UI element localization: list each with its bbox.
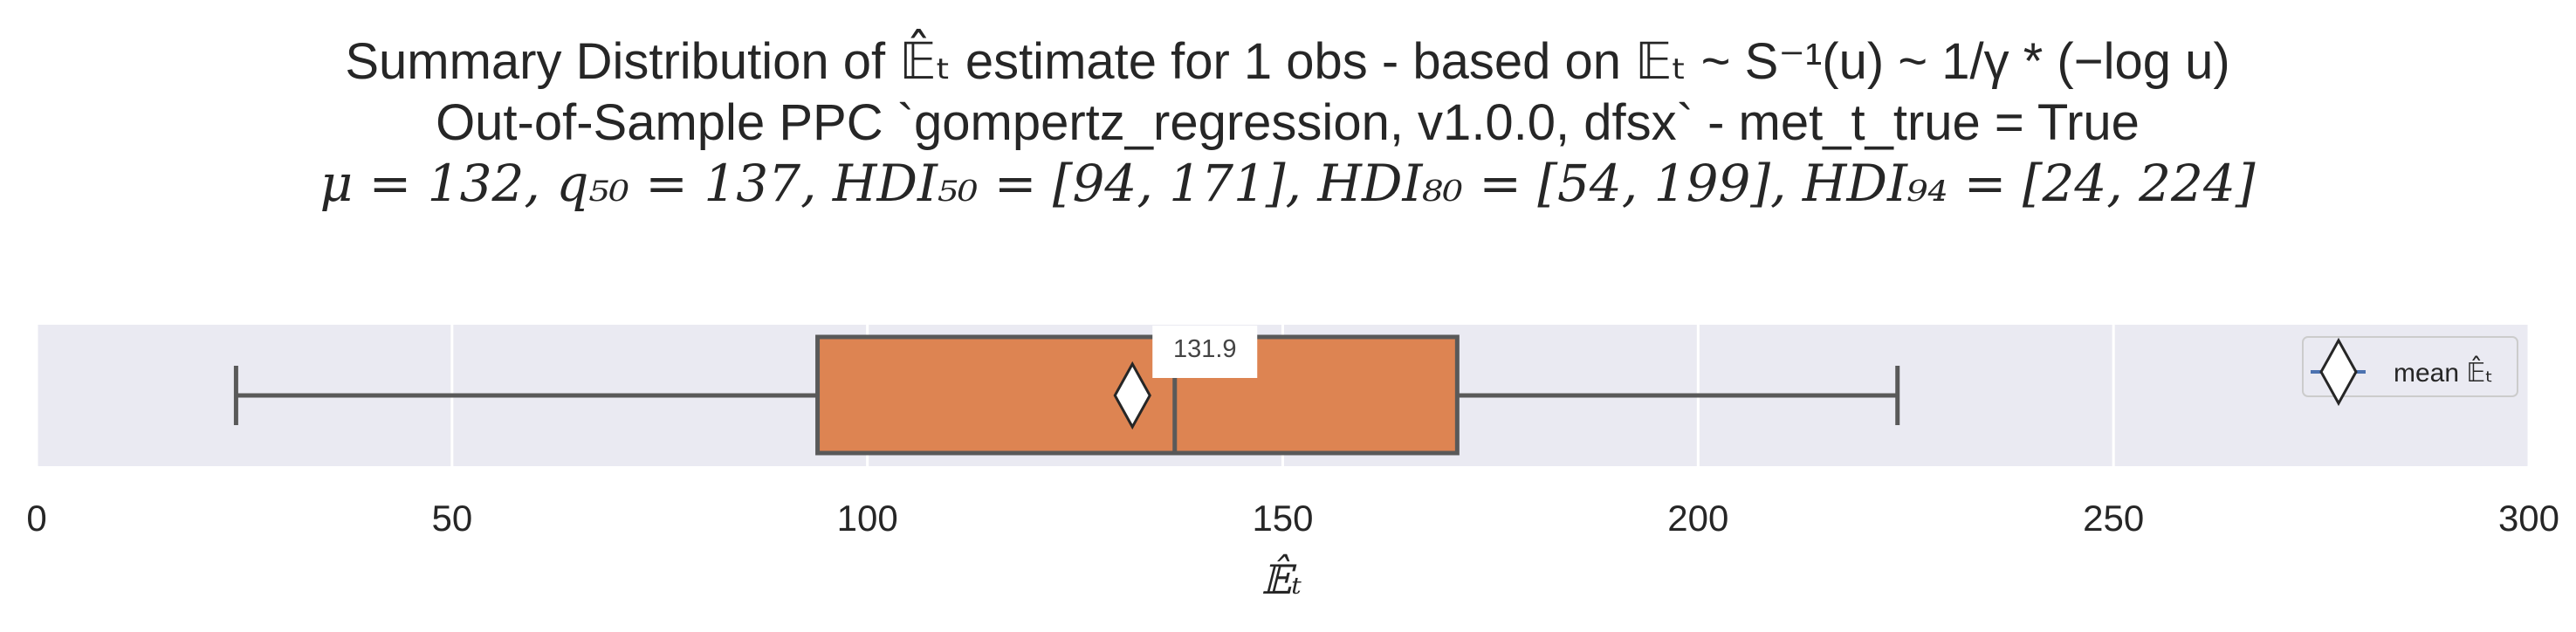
legend-diamond-marker bbox=[2319, 337, 2358, 407]
x-tick-label: 250 bbox=[2083, 498, 2144, 539]
x-tick-label: 0 bbox=[26, 498, 46, 539]
x-tick-label: 150 bbox=[1252, 498, 1313, 539]
x-tick-label: 50 bbox=[431, 498, 472, 539]
annotation-text: 131.9 bbox=[1173, 335, 1237, 363]
annotation-box bbox=[1152, 326, 1258, 378]
legend-frame bbox=[2302, 336, 2518, 397]
box-plot bbox=[233, 334, 1900, 456]
mean-annotation: 131.9 bbox=[1152, 326, 1258, 378]
legend-label: mean 𝔼̂ₜ bbox=[2394, 356, 2493, 388]
x-tick-label: 300 bbox=[2498, 498, 2559, 539]
chart-title: Summary Distribution of 𝔼̂ₜ estimate for… bbox=[320, 29, 2256, 213]
mean-marker bbox=[1113, 361, 1151, 430]
title-line-2: Out-of-Sample PPC `gompertz_regression, … bbox=[436, 94, 2140, 151]
legend: mean 𝔼̂ₜ bbox=[2302, 336, 2518, 407]
title-line-3: μ = 132, q₅₀ = 137, HDI₅₀ = [94, 171], H… bbox=[320, 154, 2256, 213]
title-line-1: Summary Distribution of 𝔼̂ₜ estimate for… bbox=[345, 29, 2229, 90]
x-axis-label: 𝔼̂ₜ bbox=[1261, 554, 1302, 603]
x-axis: 0 50 100 150 200 250 300 bbox=[26, 498, 2559, 539]
x-tick-label: 200 bbox=[1667, 498, 1728, 539]
x-tick-label: 100 bbox=[837, 498, 898, 539]
